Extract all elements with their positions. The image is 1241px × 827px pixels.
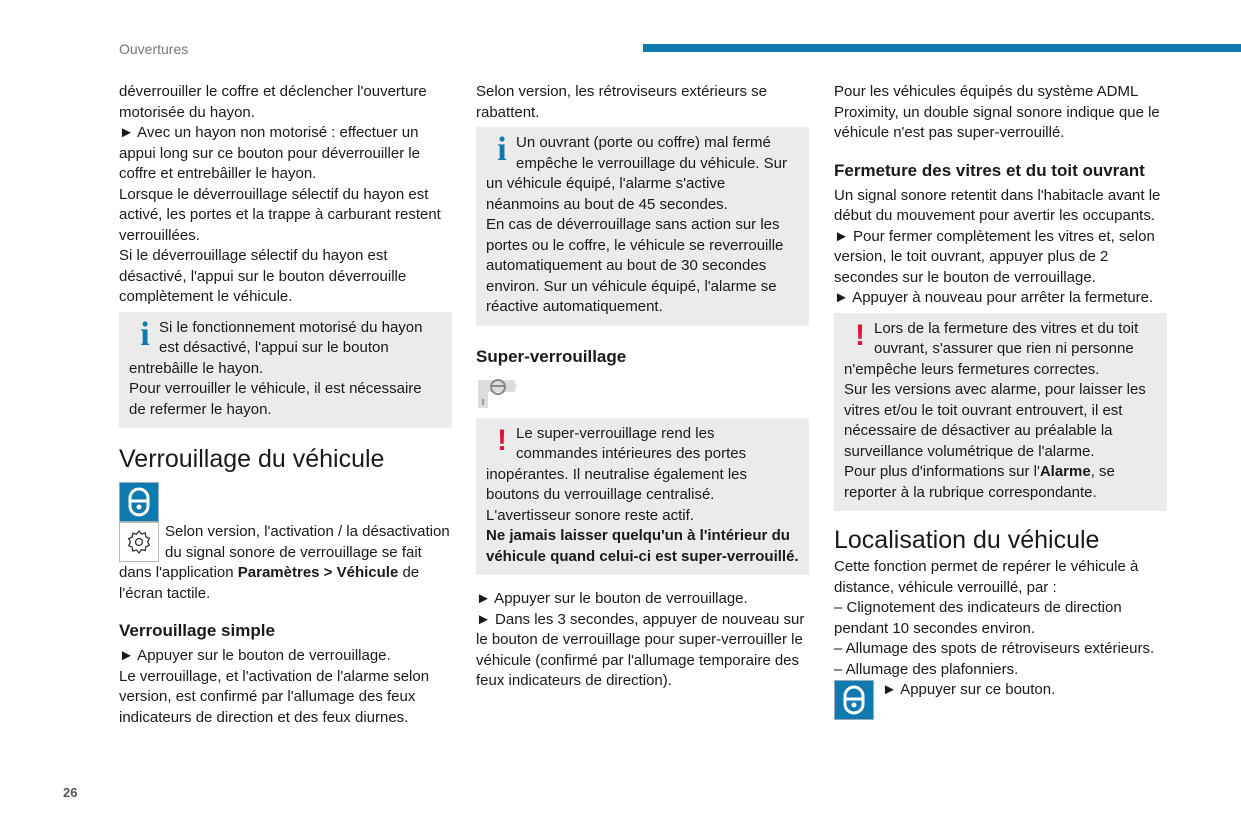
note-text: Ne jamais laisser quelqu'un à l'intérieu… xyxy=(486,527,799,565)
note-text: En cas de déverrouillage sans action sur… xyxy=(486,216,784,315)
note-text: Sur les versions avec alarme, pour laiss… xyxy=(844,381,1146,460)
warning-note: ! Le super-verrouillage rend les command… xyxy=(476,417,809,575)
info-icon: i xyxy=(140,315,150,353)
settings-gear-icon xyxy=(119,522,159,562)
paragraph: Pour les véhicules équipés du système AD… xyxy=(834,83,1160,141)
paragraph: ► Appuyer sur le bouton de verrouillage. xyxy=(476,590,748,607)
section-title: Verrouillage du véhicule xyxy=(119,445,385,473)
paragraph: ► Dans les 3 secondes, appuyer de nouvea… xyxy=(476,610,805,690)
note-text: Un ouvrant (porte ou coffre) mal fermé e… xyxy=(486,134,787,213)
header-accent-bar xyxy=(643,44,1241,52)
paragraph: ► Appuyer sur le bouton de verrouillage. xyxy=(119,647,391,664)
section-title: Localisation du véhicule xyxy=(834,526,1100,554)
column-1: déverrouiller le coffre et déclencher l'… xyxy=(119,82,452,728)
info-note: i Si le fonctionnement motorisé du hayon… xyxy=(119,311,452,428)
column-2: Selon version, les rétroviseurs extérieu… xyxy=(476,82,809,692)
paragraph: déverrouiller le coffre et déclencher l'… xyxy=(119,83,427,121)
info-icon: i xyxy=(497,131,507,168)
lock-button-icon xyxy=(119,482,159,522)
section-header: Ouvertures xyxy=(119,41,189,57)
note-text: Lors de la fermeture des vitres et du to… xyxy=(844,319,1139,378)
note-text: L'avertisseur sonore reste actif. xyxy=(486,506,694,524)
list-item: – Allumage des spots de rétroviseurs ext… xyxy=(834,640,1155,657)
super-lock-steering-wheel-icon xyxy=(476,378,518,410)
warning-icon: ! xyxy=(855,318,865,352)
paragraph: Cette fonction permet de repérer le véhi… xyxy=(834,558,1139,596)
list-item: – Clignotement des indicateurs de direct… xyxy=(834,599,1122,637)
paragraph: ► Appuyer sur ce bouton. xyxy=(882,681,1056,698)
subsection-title: Super-verrouillage xyxy=(476,346,627,366)
warning-note: ! Lors de la fermeture des vitres et du … xyxy=(834,312,1167,511)
note-text: Pour verrouiller le véhicule, il est néc… xyxy=(129,380,422,418)
paragraph: Si le déverrouillage sélectif du hayon e… xyxy=(119,247,407,305)
paragraph: Selon version, les rétroviseurs extérieu… xyxy=(476,83,767,121)
paragraph: Lorsque le déverrouillage sélectif du ha… xyxy=(119,185,441,244)
list-item: – Allumage des plafonniers. xyxy=(834,660,1019,678)
info-note: i Un ouvrant (porte ou coffre) mal fermé… xyxy=(476,127,809,326)
note-text: Le super-verrouillage rend les commandes… xyxy=(486,424,747,504)
page-number: 26 xyxy=(63,785,78,800)
note-text: Pour plus d'informations sur l'Alarme, s… xyxy=(844,463,1115,501)
subsection-title: Verrouillage simple xyxy=(119,621,275,640)
subsection-title: Fermeture des vitres et du toit ouvrant xyxy=(834,160,1145,180)
note-text: Si le fonctionnement motorisé du hayon e… xyxy=(129,318,423,377)
column-3: Pour les véhicules équipés du système AD… xyxy=(834,82,1167,720)
lock-button-icon xyxy=(834,680,874,720)
paragraph: Le verrouillage, et l'activation de l'al… xyxy=(119,667,430,726)
warning-icon: ! xyxy=(497,423,507,457)
paragraph: ► Appuyer à nouveau pour arrêter la ferm… xyxy=(834,289,1154,306)
paragraph: Un signal sonore retentit dans l'habitac… xyxy=(834,186,1161,225)
settings-note: Selon version, l'activation / la désacti… xyxy=(119,523,450,602)
paragraph: ► Pour fermer complètement les vitres et… xyxy=(834,227,1155,286)
paragraph: ► Avec un hayon non motorisé : effectuer… xyxy=(119,124,421,182)
